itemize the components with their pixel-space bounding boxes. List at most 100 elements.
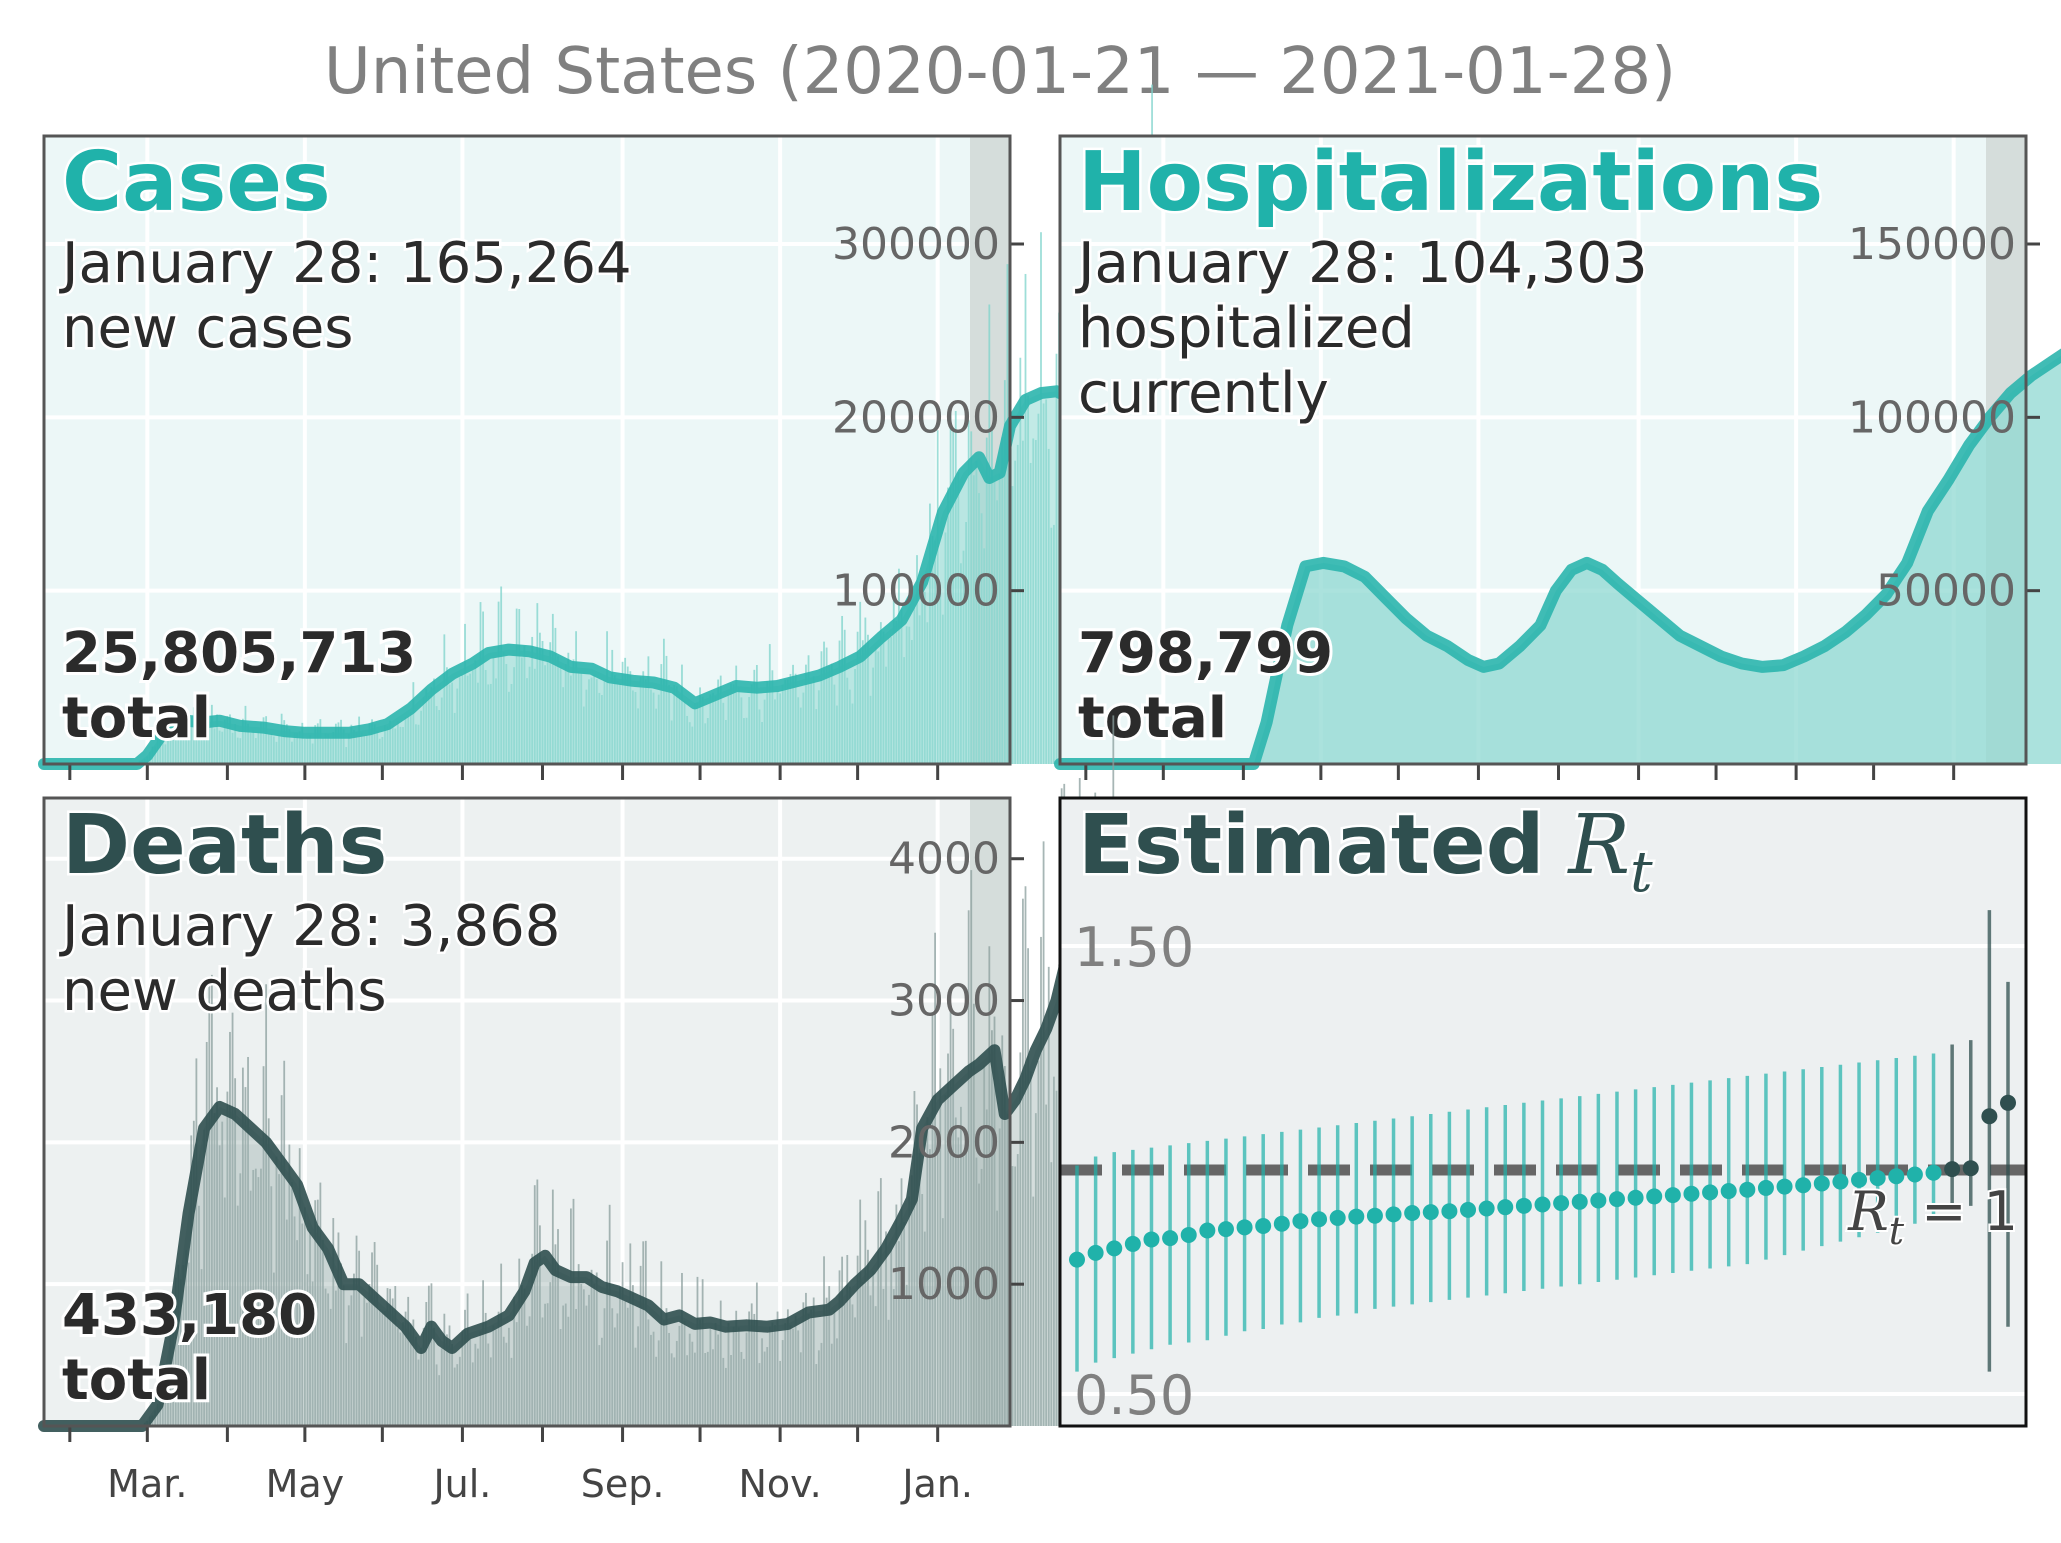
daily-bar	[523, 1288, 526, 1426]
cases-y-ticks: 100000 200000 300000	[832, 219, 1024, 617]
daily-bar	[549, 1282, 552, 1426]
daily-bar	[489, 1357, 492, 1426]
daily-bar	[324, 1288, 327, 1426]
daily-bar	[394, 1286, 397, 1426]
daily-bar	[533, 1185, 536, 1426]
daily-bar	[965, 1145, 967, 1426]
daily-bar	[407, 1296, 410, 1426]
daily-bar	[386, 1288, 389, 1426]
daily-bar	[438, 1375, 441, 1426]
daily-bar	[815, 1364, 818, 1426]
daily-bar	[422, 1327, 425, 1426]
daily-bar	[603, 1308, 606, 1426]
daily-bar	[854, 1317, 856, 1426]
daily-bar	[885, 1231, 887, 1426]
y-tick-label: 100000	[832, 566, 1000, 617]
rt-point	[1832, 1173, 1849, 1190]
daily-bar	[807, 1313, 810, 1426]
cases-total-value: 25,805,713	[62, 621, 416, 686]
daily-bar	[670, 1353, 673, 1426]
daily-bar	[903, 1221, 906, 1426]
daily-bar	[342, 1285, 345, 1426]
daily-bar	[296, 1240, 299, 1426]
daily-bar	[337, 1232, 340, 1426]
daily-bar	[794, 1315, 797, 1426]
daily-bar	[887, 1319, 890, 1426]
daily-bar	[975, 1157, 978, 1426]
deaths-title: Deaths	[62, 798, 387, 893]
daily-bar	[626, 1307, 629, 1426]
rt-point	[1366, 1207, 1383, 1224]
daily-bar	[900, 1178, 903, 1426]
daily-bar	[270, 1186, 273, 1426]
daily-bar	[601, 1337, 603, 1426]
daily-bar	[613, 1327, 616, 1426]
x-tick-label: Sep.	[581, 1462, 665, 1506]
daily-bar	[241, 1067, 244, 1426]
daily-bar	[1045, 1104, 1048, 1426]
daily-bar	[750, 1303, 753, 1426]
rt-point	[1404, 1205, 1421, 1222]
rt-point	[1944, 1161, 1961, 1178]
y-tick-label: 1000	[888, 1259, 1000, 1310]
daily-bar	[823, 1256, 825, 1426]
rt-point	[1497, 1199, 1514, 1216]
daily-bar	[244, 1087, 247, 1426]
daily-bar	[789, 1325, 792, 1426]
daily-bar	[567, 1316, 570, 1426]
daily-bar	[712, 1349, 714, 1426]
daily-bar	[389, 1288, 392, 1426]
daily-bar	[262, 1066, 265, 1426]
daily-bar	[812, 1297, 815, 1426]
daily-bar	[686, 1355, 689, 1426]
daily-bar	[704, 1352, 707, 1426]
daily-bar	[526, 1325, 528, 1426]
rt-point	[1664, 1187, 1681, 1204]
daily-bar	[500, 1263, 503, 1426]
daily-bar	[327, 1293, 330, 1426]
daily-bar	[905, 1284, 908, 1426]
daily-bar	[872, 1271, 875, 1426]
rt-point	[1124, 1235, 1141, 1252]
daily-bar	[681, 1272, 683, 1426]
daily-bar	[616, 1313, 619, 1426]
rt-point	[1478, 1200, 1495, 1217]
daily-bar	[254, 1168, 257, 1426]
daily-bar	[634, 1347, 637, 1426]
daily-bar	[918, 1152, 921, 1426]
y-tick-label: 200000	[832, 392, 1000, 443]
daily-bar	[376, 1264, 379, 1426]
daily-bar	[515, 1322, 518, 1426]
daily-bar	[562, 1305, 565, 1426]
daily-bar	[469, 1338, 472, 1426]
deaths-daily-bars	[143, 715, 1120, 1426]
daily-bar	[732, 1326, 735, 1426]
daily-bar	[717, 1334, 720, 1426]
daily-bar	[662, 1320, 665, 1426]
daily-bar	[218, 1145, 221, 1426]
rt-point	[1422, 1204, 1439, 1221]
daily-bar	[169, 1334, 172, 1426]
daily-bar	[621, 1262, 624, 1426]
daily-bar	[864, 1220, 867, 1426]
daily-bar	[727, 1322, 730, 1426]
daily-bar	[962, 1156, 965, 1426]
daily-bar	[378, 1308, 381, 1426]
daily-bar	[453, 1367, 456, 1426]
daily-bar	[508, 1327, 510, 1426]
daily-bar	[781, 1340, 784, 1426]
daily-bar	[926, 1117, 929, 1426]
hospitalizations-panel: 50000 100000 150000 Hospitalizations Janua…	[1054, 133, 2061, 780]
daily-bar	[786, 1309, 789, 1426]
deaths-panel: 1000 2000 3000 4000 Mar. May Jul. Sep. Nov. Jan.…	[38, 715, 1125, 1506]
daily-bar	[396, 1328, 399, 1426]
daily-bar	[190, 1135, 193, 1426]
x-tick-label: Nov.	[738, 1462, 821, 1506]
rt-reference-rest: = 1	[1904, 1180, 2018, 1243]
daily-bar	[520, 1285, 523, 1426]
daily-bar	[425, 1302, 428, 1426]
daily-bar	[443, 1313, 446, 1426]
daily-bar	[913, 1091, 916, 1426]
daily-bar	[954, 1117, 957, 1426]
daily-bar	[502, 1336, 505, 1426]
